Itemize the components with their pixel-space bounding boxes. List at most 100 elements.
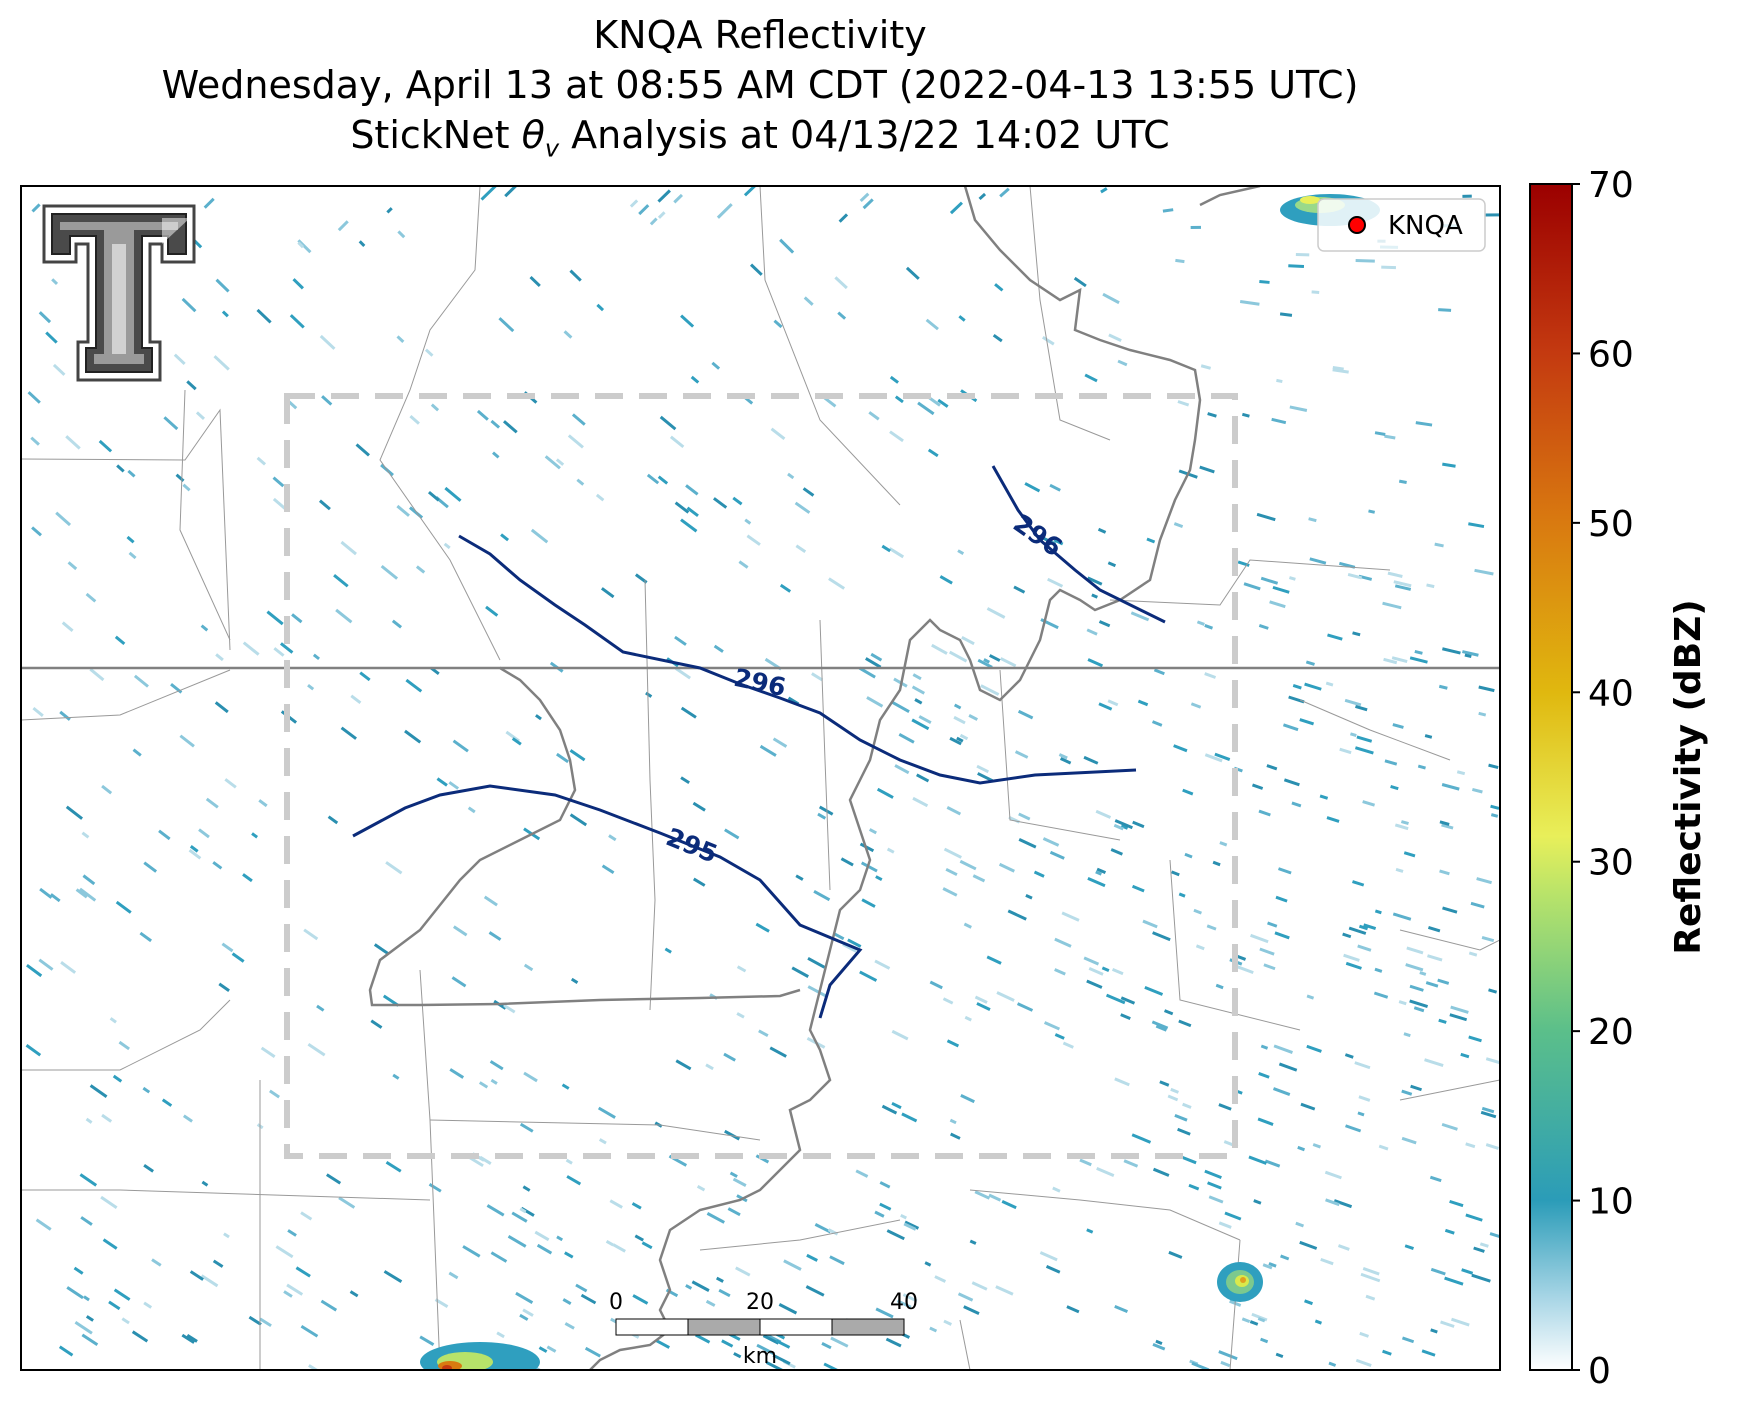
echo-speckle (855, 1169, 869, 1178)
map-area: 296 296 295 KNQA (21, 186, 1500, 1370)
echo-speckle (716, 203, 733, 219)
echo-speckle (38, 958, 54, 971)
echo-speckle (1268, 1262, 1277, 1268)
echo-speckle (972, 874, 986, 883)
echo-speckle (807, 957, 826, 969)
title-line-1: KNQA Reflectivity (593, 13, 927, 57)
colorbar-tick-label: 0 (1588, 1351, 1611, 1392)
echo-speckle (1439, 820, 1450, 826)
echo-speckle (888, 547, 905, 559)
echo-speckle (942, 887, 958, 897)
echo-speckle (1263, 963, 1276, 971)
echo-speckle (1345, 961, 1362, 970)
echo-speckle (911, 685, 925, 695)
echo-speckle (1339, 747, 1352, 755)
echo-speckle (958, 315, 966, 322)
colorbar: 0 10 20 30 40 50 60 70 Reflectivity (dBZ) (1529, 165, 1709, 1392)
echo-speckle (385, 861, 403, 875)
echo-speckle (1428, 926, 1441, 933)
echo-speckle (787, 472, 795, 480)
echo-speckle (1320, 1257, 1334, 1266)
echo-speckle (529, 275, 541, 288)
echo-speckle (1250, 933, 1269, 944)
echo-speckle (335, 608, 353, 624)
echo-speckle (338, 1196, 356, 1209)
echo-speckle (523, 1071, 538, 1083)
echo-speckle (1362, 1267, 1380, 1276)
echo-speckle (1304, 1299, 1313, 1306)
echo-speckle (1087, 658, 1104, 668)
echo-speckle (1049, 483, 1061, 492)
scale-tick-0: 0 (609, 1290, 623, 1315)
echo-speckle (1357, 944, 1372, 952)
echo-speckle (462, 1245, 481, 1258)
echo-speckle (680, 518, 698, 533)
echo-speckle (1258, 809, 1271, 817)
echo-speckle (504, 186, 521, 198)
echo-speckle (988, 1193, 1002, 1202)
echo-speckle (132, 748, 142, 757)
echo-speckle (231, 952, 245, 963)
echo-speckle (937, 398, 949, 408)
echo-speckle (1215, 983, 1224, 990)
echo-speckle (1155, 1339, 1163, 1346)
echo-speckle (1415, 421, 1433, 427)
echo-speckle (1258, 1072, 1270, 1079)
echo-speckle (1108, 333, 1122, 343)
echo-speckle (1456, 770, 1466, 776)
echo-speckle (428, 1182, 442, 1193)
echo-speckle (963, 922, 972, 929)
echo-speckle (1152, 1167, 1170, 1177)
echo-speckle (861, 898, 876, 908)
echo-speckle (595, 493, 605, 502)
echo-speckle (430, 403, 440, 412)
echo-speckle (448, 781, 460, 790)
echo-speckle (59, 710, 71, 721)
echo-speckle (1259, 280, 1270, 284)
echo-speckle (195, 411, 206, 420)
echo-speckle (1468, 522, 1485, 529)
echo-speckle (1054, 1033, 1065, 1040)
echo-speckle (629, 199, 639, 208)
echo-speckle (295, 1266, 311, 1278)
echo-speckle (52, 363, 66, 376)
echo-speckle (1403, 1032, 1411, 1038)
echo-speckle (221, 310, 229, 318)
echo-speckle (806, 1253, 818, 1262)
echo-speckle (729, 1171, 738, 1178)
echo-speckle (419, 1335, 435, 1347)
echo-speckle (1441, 823, 1454, 830)
echo-speckle (1347, 573, 1363, 580)
echo-speckle (960, 1094, 975, 1104)
echo-speckle (1214, 752, 1231, 761)
echo-speckle (1387, 571, 1403, 578)
echo-speckle (223, 1232, 230, 1239)
echo-speckle (705, 1063, 714, 1071)
colorbar-tick-label: 70 (1588, 165, 1634, 206)
echo-speckle (969, 1239, 977, 1245)
echo-speckle (488, 931, 502, 941)
echo-speckle (1461, 1268, 1474, 1275)
echo-speckle (1241, 412, 1250, 418)
echo-speckle (1042, 837, 1060, 847)
echo-speckle (1188, 1183, 1200, 1191)
echo-speckle (821, 1342, 832, 1350)
echo-speckle (1324, 1170, 1342, 1180)
echo-speckle (1404, 1244, 1414, 1251)
echo-speckle (1049, 850, 1065, 860)
echo-speckle (444, 486, 462, 502)
echo-speckle (108, 1300, 121, 1311)
echo-speckle (953, 715, 966, 725)
echo-speckle (1449, 1199, 1464, 1208)
echo-speckle (280, 642, 294, 654)
echo-speckle (795, 874, 804, 881)
echo-speckle (1427, 954, 1443, 962)
echo-speckle (467, 806, 476, 814)
echo-speckle (1097, 527, 1107, 534)
echo-speckle (127, 469, 136, 478)
title-block: KNQA Reflectivity Wednesday, April 13 at… (0, 10, 1520, 174)
echo-speckle (925, 318, 939, 331)
echo-speckle (307, 1042, 326, 1057)
echo-speckle (999, 187, 1010, 198)
echo-speckle (980, 684, 1000, 696)
